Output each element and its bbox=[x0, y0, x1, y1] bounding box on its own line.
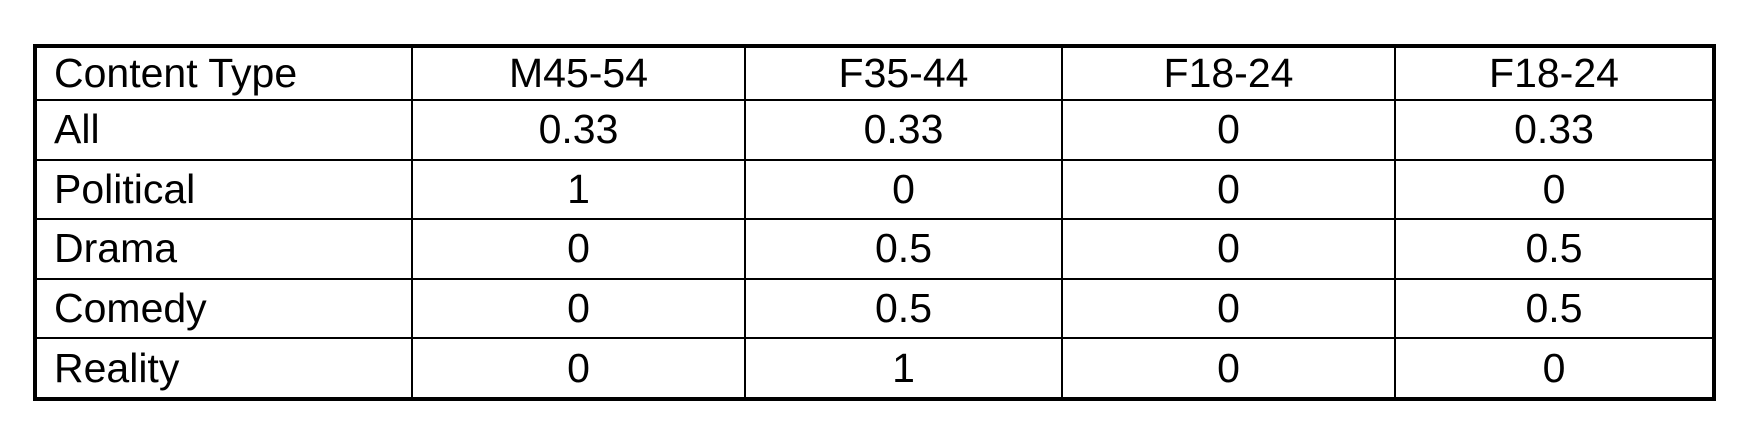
row-label: Reality bbox=[34, 337, 413, 400]
table-cell: 0.5 bbox=[1394, 277, 1715, 340]
table-cell: 0 bbox=[1061, 99, 1396, 161]
table-cell: 0 bbox=[1394, 337, 1715, 400]
row-label: All bbox=[34, 99, 413, 161]
table-cell: 0.33 bbox=[744, 99, 1063, 161]
table-row-all: All 0.33 0.33 0 0.33 bbox=[34, 99, 1715, 161]
table-cell: 0.5 bbox=[744, 218, 1063, 280]
table-cell: 0 bbox=[411, 218, 746, 280]
header-f18-24-a: F18-24 bbox=[1061, 44, 1396, 102]
header-f18-24-b: F18-24 bbox=[1394, 44, 1715, 102]
row-label: Drama bbox=[34, 218, 413, 280]
table-cell: 0.33 bbox=[1394, 99, 1715, 161]
table-cell: 0.33 bbox=[411, 99, 746, 161]
table-cell: 0 bbox=[411, 337, 746, 400]
row-label: Political bbox=[34, 158, 413, 221]
table-header-row: Content Type M45-54 F35-44 F18-24 F18-24 bbox=[34, 44, 1715, 102]
table-cell: 0 bbox=[1061, 277, 1396, 340]
table-cell: 1 bbox=[744, 337, 1063, 400]
table-cell: 0 bbox=[1061, 158, 1396, 221]
table-row-drama: Drama 0 0.5 0 0.5 bbox=[34, 218, 1715, 280]
table-cell: 0.5 bbox=[744, 277, 1063, 340]
header-f35-44: F35-44 bbox=[744, 44, 1063, 102]
table-row-comedy: Comedy 0 0.5 0 0.5 bbox=[34, 277, 1715, 340]
row-label: Comedy bbox=[34, 277, 413, 340]
header-content-type: Content Type bbox=[34, 44, 413, 102]
table-row-reality: Reality 0 1 0 0 bbox=[34, 337, 1715, 400]
table-cell: 0 bbox=[1061, 337, 1396, 400]
table-cell: 0 bbox=[1394, 158, 1715, 221]
header-m45-54: M45-54 bbox=[411, 44, 746, 102]
table-cell: 1 bbox=[411, 158, 746, 221]
content-type-weight-table: Content Type M45-54 F35-44 F18-24 F18-24… bbox=[33, 44, 1716, 401]
table-cell: 0.5 bbox=[1394, 218, 1715, 280]
table-cell: 0 bbox=[744, 158, 1063, 221]
table-cell: 0 bbox=[411, 277, 746, 340]
table-row-political: Political 1 0 0 0 bbox=[34, 158, 1715, 221]
table-cell: 0 bbox=[1061, 218, 1396, 280]
